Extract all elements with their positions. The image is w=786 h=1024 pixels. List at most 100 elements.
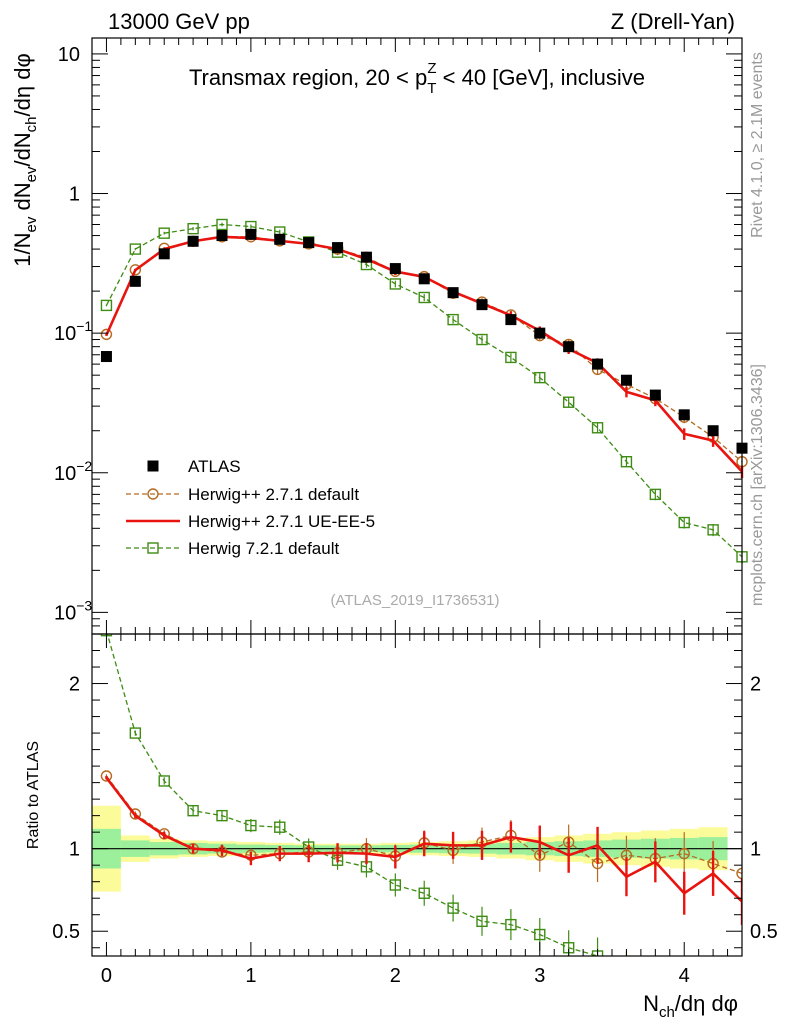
x-tick-label-4: 4 (679, 965, 690, 987)
x-axis-label: Nch/dη dφ (643, 991, 738, 1021)
ylabel-sub-ch: ch (23, 116, 40, 132)
legend-marker-3 (147, 542, 159, 554)
ratio-point-3-1 (129, 727, 142, 739)
series-point-3-10 (389, 278, 402, 290)
ratio-point-3-11 (418, 887, 430, 899)
y-tick-label-main: 10−2 (54, 458, 92, 485)
x-tick-label-0: 0 (101, 965, 112, 987)
series-point-3-2 (158, 227, 170, 239)
legend: ATLAS Herwig++ 2.7.1 default Herwig++ 2.7.… (126, 457, 375, 558)
atlas-point-15 (534, 327, 546, 339)
title-part-2: < 40 [GeV], inclusive (437, 65, 646, 90)
series-point-3-15 (534, 371, 546, 384)
atlas-point-13 (476, 299, 488, 311)
series-point-1-1 (129, 264, 142, 276)
title-sub-t: T (427, 80, 436, 97)
x-tick-label-1: 1 (245, 965, 256, 987)
series-line-1 (105, 236, 743, 463)
xlabel-sub-ch: ch (659, 1004, 675, 1021)
ratio-point-3-21 (708, 977, 718, 987)
atlas-point-16 (563, 341, 575, 353)
ratio-point-1-20 (678, 847, 690, 860)
ratio-panel: 0 1 2 3 4 2 2 1 1 0.5 0.5 (52, 633, 778, 991)
mcplots-label: mcplots.cern.ch [arXiv:1306.3436] (749, 364, 766, 606)
ylabel-sub-ev2: ev (23, 166, 40, 182)
legend-label-3: Herwig 7.2.1 default (188, 539, 339, 558)
series-point-3-20 (678, 516, 690, 529)
ratio-point-1-22 (736, 867, 742, 880)
ratio-point-3-4 (216, 809, 228, 822)
x-tick-label-3: 3 (534, 965, 545, 987)
series-point-1-0 (100, 328, 113, 341)
legend-label-1: Herwig++ 2.7.1 default (188, 485, 359, 504)
y-tick-label-main: 1 (69, 184, 80, 206)
atlas-point-12 (447, 287, 459, 299)
ylabel-detadphi: /dη dφ (10, 53, 35, 116)
ratio-point-3-14 (505, 918, 517, 931)
atlas-point-5 (245, 228, 257, 240)
atlas-point-8 (332, 242, 344, 254)
series-point-3-1 (129, 243, 142, 255)
atlas-point-6 (274, 233, 286, 245)
series-point-3-19 (649, 488, 662, 501)
atlas-point-17 (592, 358, 604, 370)
ratio-point-3-12 (447, 902, 459, 914)
series-point-3-16 (562, 396, 575, 408)
ratio-point-3-5 (245, 819, 257, 832)
chart-title: Transmax region, 20 < pTZ < 40 [GeV], in… (189, 60, 645, 97)
ratio-y-label-right: 1 (750, 839, 761, 861)
ratio-point-3-6 (274, 821, 286, 833)
legend-marker-0 (147, 460, 159, 472)
series-point-3-12 (447, 313, 459, 326)
ratio-point-1-0 (100, 770, 113, 782)
atlas-point-10 (389, 263, 401, 275)
atlas-point-0 (100, 351, 112, 363)
x-tick-label-2: 2 (390, 965, 401, 987)
ratio-point-3-19 (650, 977, 660, 987)
series-point-3-17 (591, 422, 604, 434)
ratio-y-label-left: 2 (69, 674, 80, 696)
ylabel-dnch: /dN (10, 132, 35, 166)
analysis-watermark: (ATLAS_2019_I1736531) (330, 592, 499, 609)
atlas-point-2 (158, 248, 170, 260)
legend-marker-1 (147, 488, 159, 500)
atlas-point-1 (129, 275, 141, 287)
main-panel: 10 1 10−1 10−2 10−3 Transmax region, 20 < pT… (54, 37, 748, 635)
series-point-3-11 (418, 291, 430, 304)
ratio-clipped-group (100, 634, 747, 991)
atlas-point-19 (649, 389, 661, 401)
ratio-point-3-22 (737, 981, 747, 991)
atlas-point-20 (678, 409, 690, 421)
legend-label-0: ATLAS (188, 457, 241, 476)
y-axis-label-main: 1/Nev dNev/dNch/dη dφ (10, 53, 40, 266)
atlas-point-11 (418, 273, 430, 285)
ratio-y-label-right: 0.5 (750, 921, 778, 943)
ratio-point-3-18 (621, 966, 631, 976)
title-sup-z: Z (427, 60, 436, 77)
series-point-3-3 (187, 222, 199, 235)
atlas-point-4 (216, 230, 228, 242)
atlas-point-21 (707, 425, 719, 437)
atlas-point-3 (187, 235, 199, 247)
y-tick-label-main: 10−3 (54, 597, 92, 624)
rivet-version-label: Rivet 4.1.0, ≥ 2.1M events (749, 52, 766, 238)
ratio-y-label-right: 2 (750, 674, 761, 696)
y-axis-label-ratio: Ratio to ATLAS (25, 741, 42, 849)
ylabel-dn: dN (10, 182, 35, 216)
series-point-3-0 (100, 299, 113, 312)
atlas-point-18 (620, 374, 632, 386)
ratio-point-3-10 (389, 879, 402, 891)
y-tick-label-main: 10 (58, 44, 80, 66)
ratio-y-label-left: 0.5 (52, 921, 80, 943)
legend-label-2: Herwig++ 2.7.1 UE-EE-5 (188, 512, 375, 531)
ratio-point-1-1 (129, 808, 142, 820)
ratio-point-3-15 (534, 928, 546, 941)
atlas-point-9 (360, 251, 372, 263)
series-point-3-21 (707, 524, 719, 536)
atlas-point-7 (303, 237, 315, 249)
ratio-point-3-13 (476, 915, 488, 928)
ratio-line-3 (106, 634, 599, 956)
series-point-3-18 (620, 456, 633, 468)
y-tick-label-main: 10−1 (54, 318, 92, 345)
